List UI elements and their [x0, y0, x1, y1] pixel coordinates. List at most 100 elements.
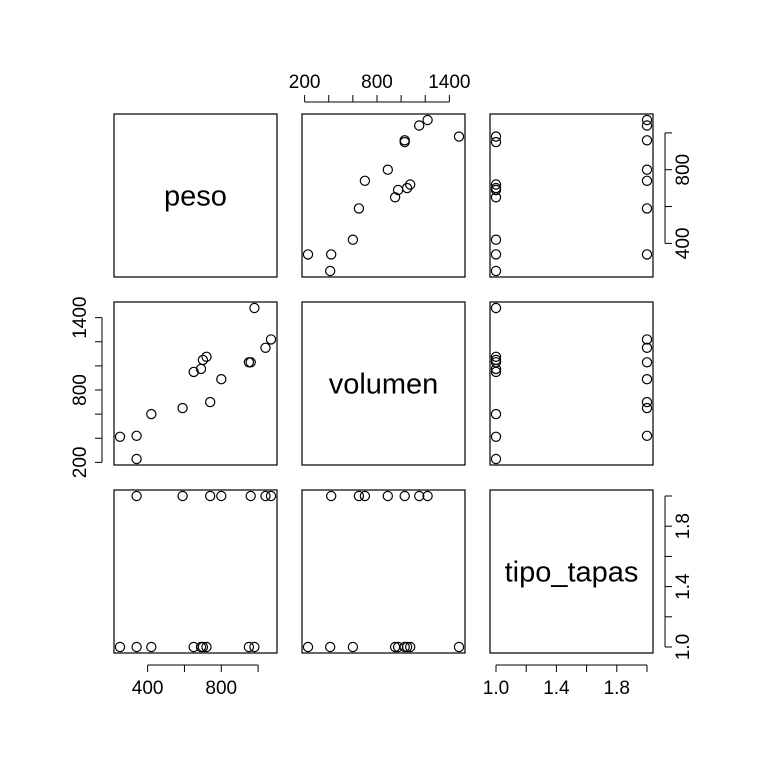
point-volumen-vs-tipo_tapas-3	[641, 430, 653, 441]
bottom-axis-tipo-tapas-tick-label-2: 1.4	[543, 678, 570, 699]
point-peso-vs-volumen-9	[405, 179, 416, 190]
point-volumen-vs-tipo_tapas-14	[490, 302, 502, 314]
panel-frame-tipo_tapas-tipo_tapas	[489, 489, 654, 654]
point-peso-vs-tipo_tapas-14	[490, 131, 502, 142]
right-axis-tipo-tapas-tick-label-3: 1.8	[673, 513, 694, 539]
point-peso-vs-tipo_tapas-5	[641, 203, 653, 214]
panel-frame-tipo_tapas-peso	[113, 489, 278, 654]
point-volumen-vs-tipo_tapas-13	[641, 357, 653, 368]
point-tipo_tapas-vs-volumen-10	[359, 490, 371, 502]
point-tipo_tapas-vs-peso-9	[201, 641, 212, 653]
point-peso-vs-volumen-3	[326, 249, 337, 260]
right-axis-tipo-tapas-tick-label-2: 1.4	[673, 573, 694, 600]
bottom-axis-tipo-tapas-tick-label-1: 1.0	[483, 678, 509, 699]
point-volumen-vs-peso-4	[146, 408, 157, 420]
point-peso-vs-volumen-2	[302, 249, 314, 260]
panel-frame-peso-peso	[113, 113, 278, 278]
right-axis-tipo-tapas-tick-label-1: 1.0	[673, 634, 694, 660]
point-volumen-vs-peso-10	[204, 396, 216, 408]
panel-frame-volumen-volumen	[301, 301, 466, 466]
point-volumen-vs-tipo_tapas-10	[641, 396, 653, 408]
left-axis-volumen-tick-label-2: 800	[70, 374, 91, 406]
point-volumen-vs-peso-8	[197, 354, 209, 366]
point-volumen-vs-peso-9	[201, 351, 212, 362]
point-volumen-vs-tipo_tapas-5	[641, 402, 653, 414]
point-tipo_tapas-vs-volumen-13	[399, 490, 410, 502]
right-axis-peso-tick-label-2: 800	[673, 154, 694, 186]
panel-frame-peso-volumen	[301, 113, 466, 278]
diagonal-label-volumen: volumen	[329, 369, 439, 401]
point-volumen-vs-peso-6	[188, 366, 199, 378]
top-axis-volumen-tick-label-3: 1400	[428, 72, 470, 93]
point-volumen-vs-peso-2	[131, 453, 142, 465]
point-tipo_tapas-vs-volumen-12	[399, 641, 410, 653]
point-peso-vs-volumen-6	[389, 192, 401, 203]
point-peso-vs-volumen-16	[422, 114, 433, 126]
point-tipo_tapas-vs-peso-14	[249, 641, 260, 653]
point-volumen-vs-peso-3	[131, 430, 142, 441]
point-peso-vs-tipo_tapas-8	[490, 182, 502, 194]
point-tipo_tapas-vs-peso-8	[197, 641, 209, 653]
point-tipo_tapas-vs-peso-5	[177, 490, 188, 502]
left-axis-volumen-tick-label-3: 1400	[70, 297, 91, 339]
point-peso-vs-tipo_tapas-4	[490, 234, 502, 245]
point-tipo_tapas-vs-peso-1	[114, 641, 126, 653]
point-volumen-vs-peso-5	[177, 402, 188, 414]
panel-frame-volumen-tipo_tapas	[489, 301, 654, 466]
bottom-axis-peso-tick-label-2: 800	[205, 678, 237, 699]
point-tipo_tapas-vs-peso-2	[131, 641, 142, 653]
point-volumen-vs-tipo_tapas-1	[490, 431, 502, 442]
point-tipo_tapas-vs-volumen-16	[422, 490, 433, 502]
point-peso-vs-tipo_tapas-12	[490, 136, 502, 148]
point-volumen-vs-tipo_tapas-15	[641, 342, 653, 353]
point-tipo_tapas-vs-peso-11	[216, 490, 227, 502]
point-tipo_tapas-vs-peso-12	[243, 641, 255, 653]
point-tipo_tapas-vs-volumen-15	[414, 490, 425, 502]
point-volumen-vs-tipo_tapas-16	[641, 334, 653, 345]
point-tipo_tapas-vs-peso-15	[260, 490, 271, 502]
panel-frame-tipo_tapas-volumen	[301, 489, 466, 654]
point-tipo_tapas-vs-peso-10	[204, 490, 216, 502]
point-volumen-vs-peso-15	[260, 342, 271, 353]
point-tipo_tapas-vs-volumen-1	[325, 641, 336, 653]
point-tipo_tapas-vs-peso-4	[146, 641, 157, 653]
point-volumen-vs-peso-13	[245, 357, 256, 368]
right-axis-peso-tick-label-1: 400	[673, 228, 694, 260]
point-peso-vs-volumen-4	[347, 234, 359, 245]
point-peso-vs-volumen-11	[382, 164, 393, 175]
point-volumen-vs-tipo_tapas-12	[490, 357, 502, 368]
point-peso-vs-tipo_tapas-1	[490, 265, 502, 277]
diagonal-label-peso: peso	[164, 181, 227, 213]
bottom-axis-peso-tick-label-1: 400	[132, 678, 164, 699]
point-volumen-vs-peso-16	[265, 334, 277, 345]
point-tipo_tapas-vs-volumen-9	[405, 641, 416, 653]
point-volumen-vs-tipo_tapas-4	[490, 408, 502, 420]
point-tipo_tapas-vs-volumen-3	[326, 490, 337, 502]
diagonal-label-tipo_tapas: tipo_tapas	[505, 557, 639, 589]
top-axis-volumen-tick-label-1: 200	[289, 72, 321, 93]
point-peso-vs-volumen-8	[401, 182, 413, 194]
point-peso-vs-tipo_tapas-16	[641, 114, 653, 126]
point-volumen-vs-peso-14	[249, 302, 260, 314]
point-peso-vs-volumen-10	[359, 175, 371, 186]
point-tipo_tapas-vs-peso-16	[265, 490, 277, 502]
point-peso-vs-volumen-15	[414, 120, 425, 131]
point-tipo_tapas-vs-volumen-11	[382, 490, 393, 502]
point-peso-vs-volumen-13	[399, 135, 410, 146]
panel-frame-volumen-peso	[113, 301, 278, 466]
point-peso-vs-tipo_tapas-15	[641, 120, 653, 131]
left-axis-volumen-tick-label-1: 200	[70, 447, 91, 479]
point-tipo_tapas-vs-volumen-14	[453, 641, 465, 653]
point-volumen-vs-peso-1	[114, 431, 126, 442]
point-peso-vs-tipo_tapas-10	[641, 175, 653, 186]
point-peso-vs-tipo_tapas-9	[490, 179, 502, 190]
bottom-axis-tipo-tapas-tick-label-3: 1.8	[604, 678, 630, 699]
point-volumen-vs-peso-11	[216, 374, 227, 385]
point-peso-vs-volumen-1	[325, 265, 336, 277]
point-volumen-vs-tipo_tapas-9	[490, 351, 502, 362]
point-peso-vs-tipo_tapas-11	[641, 164, 653, 175]
point-peso-vs-volumen-14	[453, 131, 465, 142]
point-peso-vs-tipo_tapas-13	[641, 135, 653, 146]
point-volumen-vs-tipo_tapas-11	[641, 374, 653, 385]
